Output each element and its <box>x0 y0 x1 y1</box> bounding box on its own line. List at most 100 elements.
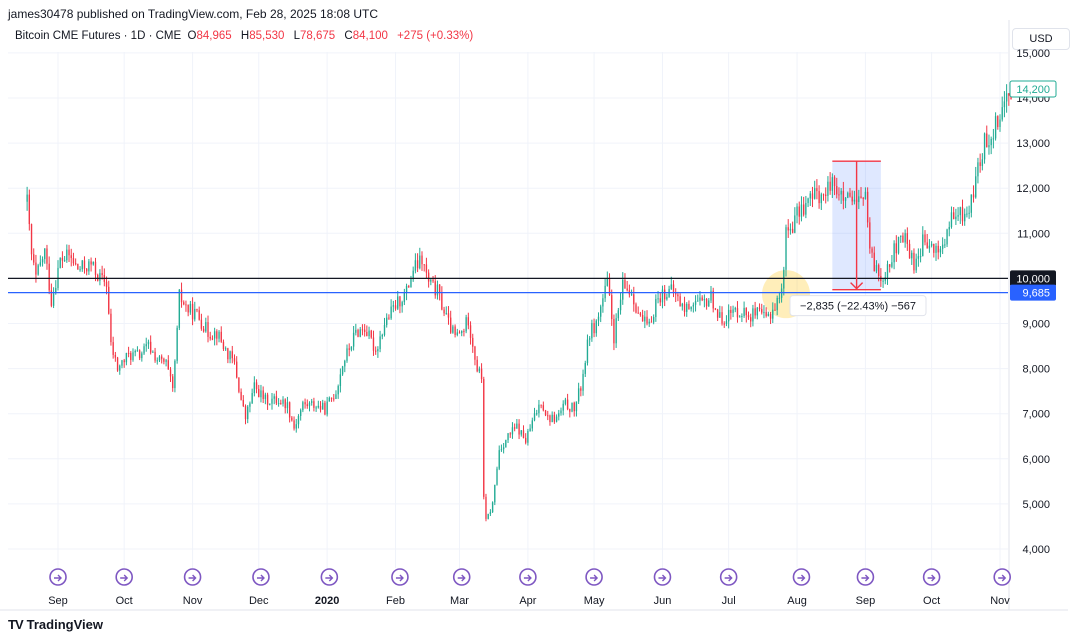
close-label: C <box>344 30 353 42</box>
candle-body <box>41 259 44 263</box>
candle-body <box>902 235 904 243</box>
candle-body <box>491 502 494 513</box>
currency-button[interactable]: USD <box>1012 28 1070 50</box>
candle-body <box>172 376 174 389</box>
candle-body <box>723 323 725 325</box>
candle-body <box>121 360 123 366</box>
candle-body <box>586 339 589 363</box>
candle-body <box>646 316 648 324</box>
candle-body <box>644 316 646 322</box>
candle-body <box>394 305 397 309</box>
candle-body <box>361 329 364 331</box>
candle-body <box>630 294 633 296</box>
low-value: 78,675 <box>300 30 336 42</box>
candle-body <box>690 306 692 310</box>
candle-body <box>205 322 207 332</box>
candle-body <box>509 433 511 435</box>
candle-body <box>897 236 900 254</box>
candle-body <box>994 116 997 139</box>
candle-body <box>35 262 37 275</box>
y-tick-label: 13,000 <box>1016 138 1050 150</box>
candle-body <box>836 186 838 195</box>
candle-body <box>635 304 637 313</box>
open-value: 84,965 <box>196 30 232 42</box>
candle-body <box>55 288 57 294</box>
candle-body <box>242 399 244 406</box>
candle-body <box>946 229 948 245</box>
candle-body <box>833 177 836 187</box>
candle-body <box>533 413 536 421</box>
candle-body <box>679 296 681 307</box>
candle-body <box>158 356 161 361</box>
candle-body <box>85 268 88 272</box>
candle-body <box>383 324 386 335</box>
candle-body <box>304 402 306 405</box>
candle-body <box>577 388 580 402</box>
candle-body <box>315 407 317 409</box>
candle-body <box>454 326 456 335</box>
candle-body <box>295 424 297 429</box>
event-marker-icon <box>856 568 875 586</box>
candle-body <box>511 427 514 435</box>
candle-body <box>405 286 408 293</box>
candle-body <box>231 351 233 359</box>
candle-body <box>452 326 454 333</box>
candle-body <box>584 362 586 374</box>
candle-body <box>606 278 609 286</box>
event-marker-arrow-icon <box>797 574 806 582</box>
candle-body <box>33 254 35 263</box>
candle-body <box>895 243 897 254</box>
candle-body <box>322 402 324 410</box>
candle-body <box>516 423 518 429</box>
x-tick-label: Oct <box>923 595 940 607</box>
candle-body <box>699 297 701 301</box>
candle-body <box>152 351 154 353</box>
x-tick-label: Nov <box>990 595 1010 607</box>
candle-body <box>761 309 763 313</box>
candle-body <box>344 360 346 367</box>
candle-body <box>767 313 770 317</box>
candle-body <box>238 377 240 392</box>
event-marker-arrow-icon <box>523 574 532 582</box>
candle-body <box>615 318 617 344</box>
candle-body <box>198 310 200 320</box>
candle-body <box>937 245 939 253</box>
candle-body <box>977 162 979 177</box>
candle-body <box>926 242 928 249</box>
candle-body <box>540 404 542 406</box>
candle-body <box>622 279 624 300</box>
candle-body <box>489 512 492 514</box>
candle-body <box>432 279 434 282</box>
candle-body <box>399 296 401 307</box>
candle-body <box>222 341 225 350</box>
candle-body <box>681 303 684 307</box>
candle-body <box>986 133 988 148</box>
candle-body <box>149 341 152 353</box>
candle-body <box>81 260 83 270</box>
candle-body <box>461 330 463 334</box>
open-label: O <box>187 30 197 42</box>
candle-body <box>161 356 163 359</box>
event-marker-arrow-icon <box>861 574 870 582</box>
candle-body <box>818 191 820 204</box>
candles <box>26 84 1012 522</box>
candle-body <box>381 334 383 337</box>
candle-body <box>46 248 48 264</box>
candle-body <box>288 402 291 418</box>
candle-body <box>763 312 765 314</box>
candle-body <box>101 273 103 276</box>
candle-body <box>469 325 472 338</box>
event-marker-arrow-icon <box>457 574 466 582</box>
candle-body <box>732 309 734 313</box>
candle-body <box>408 286 410 288</box>
x-tick-label: Apr <box>519 595 536 607</box>
candle-body <box>566 399 569 410</box>
candle-body <box>119 365 121 371</box>
candle-body <box>961 207 964 222</box>
candle-body <box>247 406 249 420</box>
candle-body <box>613 319 615 344</box>
candle-body <box>893 243 895 263</box>
candle-body <box>798 206 800 217</box>
candle-body <box>306 404 308 407</box>
